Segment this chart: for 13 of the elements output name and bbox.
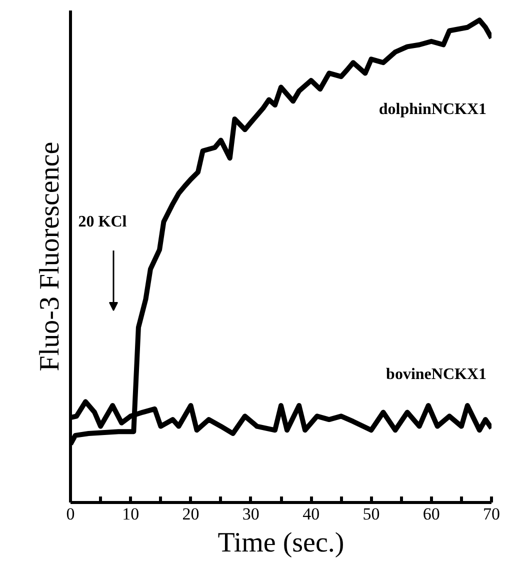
series-label: dolphinNCKX1 [378,100,486,118]
x-axis-title: Time (sec.) [218,528,344,558]
x-tick-label: 70 [483,504,500,524]
x-tick-label: 40 [302,504,320,524]
series-label: bovineNCKX1 [386,366,486,384]
y-axis-title: Fluo-3 Fluorescence [34,142,66,372]
x-tick-label: 60 [422,504,440,524]
x-tick-label: 50 [362,504,380,524]
x-tick-label: 0 [66,504,75,524]
x-tick-label: 30 [242,504,260,524]
x-tick-label: 20 [182,504,200,524]
x-tick-label: 10 [122,504,140,524]
annotation: 20 KCl [78,214,128,230]
